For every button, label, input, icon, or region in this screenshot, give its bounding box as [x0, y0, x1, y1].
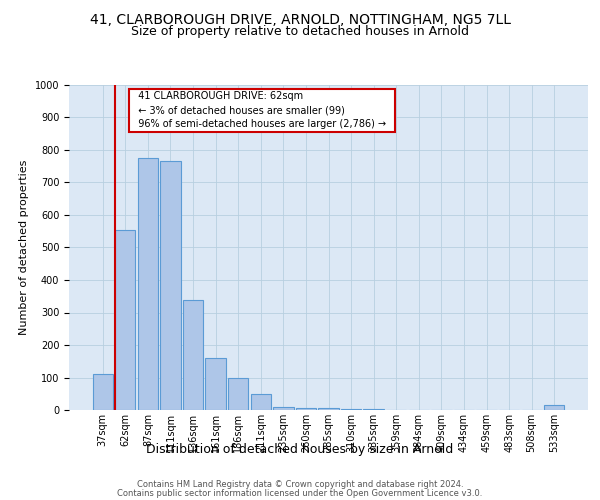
Bar: [544, 405, 565, 410]
Bar: [364, 409, 384, 410]
Bar: [273, 407, 293, 410]
Text: 41 CLARBOROUGH DRIVE: 62sqm
  ← 3% of detached houses are smaller (99)
  96% of : 41 CLARBOROUGH DRIVE: 62sqm ← 3% of deta…: [132, 92, 392, 130]
Bar: [115, 230, 136, 410]
Bar: [92, 374, 113, 410]
Bar: [341, 409, 361, 410]
Text: Distribution of detached houses by size in Arnold: Distribution of detached houses by size …: [146, 442, 454, 456]
Y-axis label: Number of detached properties: Number of detached properties: [19, 160, 29, 335]
Bar: [160, 162, 181, 410]
Bar: [183, 300, 203, 410]
Bar: [296, 408, 316, 410]
Text: Contains HM Land Registry data © Crown copyright and database right 2024.: Contains HM Land Registry data © Crown c…: [137, 480, 463, 489]
Bar: [319, 408, 338, 410]
Text: Contains public sector information licensed under the Open Government Licence v3: Contains public sector information licen…: [118, 489, 482, 498]
Bar: [138, 158, 158, 410]
Text: Size of property relative to detached houses in Arnold: Size of property relative to detached ho…: [131, 25, 469, 38]
Bar: [228, 378, 248, 410]
Text: 41, CLARBOROUGH DRIVE, ARNOLD, NOTTINGHAM, NG5 7LL: 41, CLARBOROUGH DRIVE, ARNOLD, NOTTINGHA…: [89, 12, 511, 26]
Bar: [205, 358, 226, 410]
Bar: [251, 394, 271, 410]
